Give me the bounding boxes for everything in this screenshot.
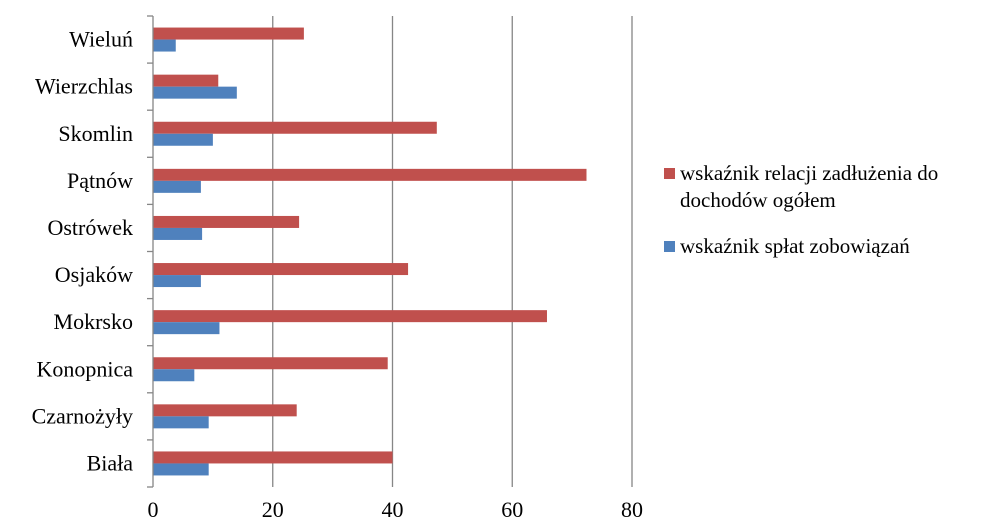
y-category-label: Wieluń bbox=[69, 27, 133, 52]
x-tick-label: 40 bbox=[382, 497, 404, 520]
bars bbox=[153, 27, 587, 476]
legend-item-debt-ratio: wskaźnik relacji zadłużenia do dochodów … bbox=[664, 160, 979, 214]
bar-repayment-ratio bbox=[153, 180, 201, 193]
legend-label-repayment-ratio: wskaźnik spłat zobowiązań bbox=[680, 234, 910, 258]
y-category-label: Mokrsko bbox=[54, 309, 133, 334]
y-axis-labels: Biała Czarnożyły Konopnica Mokrsko Osjaków Os… bbox=[32, 27, 134, 476]
y-category-label: Biała bbox=[87, 450, 134, 475]
y-category-label: Konopnica bbox=[36, 356, 133, 381]
y-category-label: Czarnożyły bbox=[32, 403, 133, 428]
y-category-label: Osjaków bbox=[55, 262, 133, 287]
bar-debt-ratio bbox=[153, 121, 437, 134]
bar-repayment-ratio bbox=[153, 275, 201, 288]
bar-repayment-ratio bbox=[153, 322, 220, 335]
x-axis-labels: 0 20 40 60 80 bbox=[148, 497, 644, 520]
bar-repayment-ratio bbox=[153, 227, 203, 240]
bar-debt-ratio bbox=[153, 357, 388, 370]
bar-debt-ratio bbox=[153, 168, 587, 181]
x-tick-label: 0 bbox=[148, 497, 159, 520]
x-tick-label: 20 bbox=[262, 497, 284, 520]
legend-swatch-repayment-ratio bbox=[664, 241, 675, 252]
x-tick-label: 80 bbox=[621, 497, 643, 520]
y-category-label: Skomlin bbox=[58, 121, 133, 146]
bar-repayment-ratio bbox=[153, 463, 209, 476]
bar-debt-ratio bbox=[153, 404, 297, 417]
legend-swatch-debt-ratio bbox=[664, 168, 675, 179]
x-tick-label: 60 bbox=[501, 497, 523, 520]
y-category-label: Wierzchlas bbox=[35, 74, 133, 99]
bar-debt-ratio bbox=[153, 451, 393, 464]
bar-debt-ratio bbox=[153, 27, 304, 40]
bar-repayment-ratio bbox=[153, 86, 237, 99]
axes bbox=[147, 15, 154, 488]
bar-repayment-ratio bbox=[153, 39, 176, 52]
bar-debt-ratio bbox=[153, 310, 547, 323]
bar-repayment-ratio bbox=[153, 133, 213, 146]
gridlines bbox=[272, 16, 633, 487]
bar-debt-ratio bbox=[153, 215, 300, 228]
bar-repayment-ratio bbox=[153, 416, 209, 429]
y-category-label: Ostrówek bbox=[47, 215, 133, 240]
legend-item-repayment-ratio: wskaźnik spłat zobowiązań bbox=[664, 233, 979, 260]
legend-label-debt-ratio: wskaźnik relacji zadłużenia do dochodów … bbox=[680, 161, 939, 212]
bar-debt-ratio bbox=[153, 74, 219, 87]
legend: wskaźnik relacji zadłużenia do dochodów … bbox=[664, 160, 979, 260]
bar-debt-ratio bbox=[153, 263, 409, 276]
y-category-label: Pątnów bbox=[67, 168, 133, 193]
bar-repayment-ratio bbox=[153, 369, 195, 382]
